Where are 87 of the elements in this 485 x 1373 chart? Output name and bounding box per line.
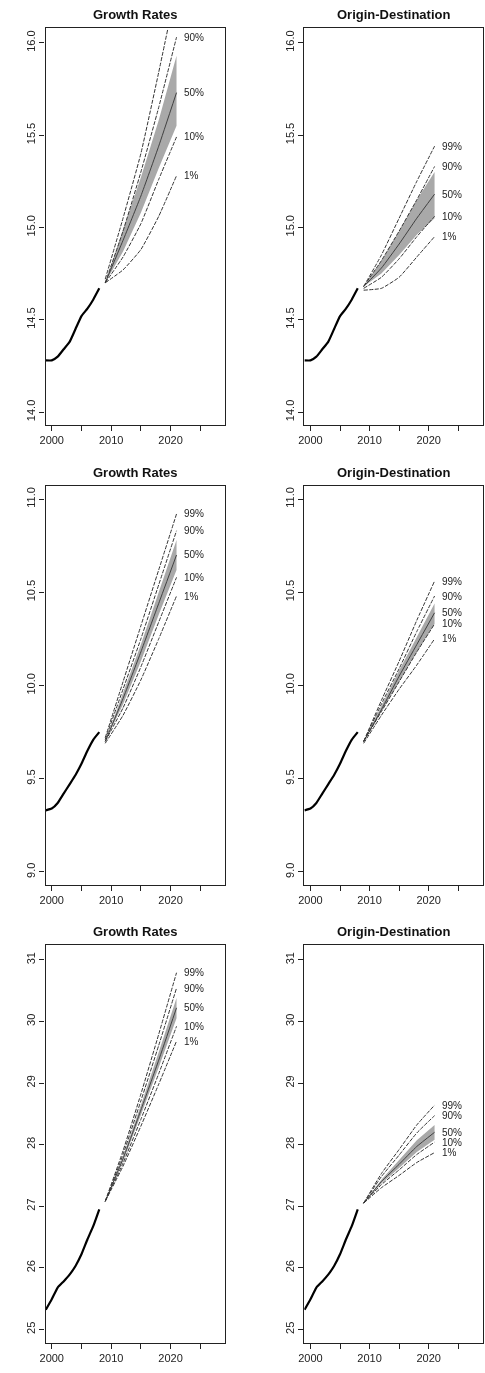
- series-label: 10%: [442, 618, 463, 629]
- y-tick-label: 29: [283, 1075, 296, 1088]
- y-tick-label: 29: [25, 1075, 38, 1088]
- series-label: 10%: [442, 211, 463, 222]
- y-tick-label: 31: [283, 952, 296, 965]
- y-tick-label: 9.0: [283, 862, 296, 878]
- series-label: 50%: [442, 1127, 463, 1138]
- y-tick-label: 15.0: [283, 215, 296, 237]
- series-label: 90%: [442, 161, 463, 172]
- y-tick-label: 11.0: [25, 487, 38, 508]
- x-tick-label: 2020: [416, 894, 441, 907]
- series-label: 90%: [184, 525, 205, 536]
- series-label: 1%: [442, 633, 457, 644]
- series-label: 1%: [442, 231, 457, 242]
- chart-title: Growth Rates: [93, 7, 178, 22]
- series-label: 10%: [184, 572, 205, 583]
- y-tick-label: 28: [25, 1136, 38, 1150]
- series-label: 1%: [184, 1036, 199, 1047]
- y-tick-label: 9.5: [25, 769, 38, 785]
- y-tick-label: 27: [283, 1198, 296, 1211]
- series-label: 1%: [442, 1147, 457, 1158]
- series-label: 90%: [184, 983, 205, 994]
- series-label: 90%: [442, 1110, 463, 1121]
- y-tick-label: 9.5: [283, 769, 296, 785]
- y-tick-label: 10.0: [25, 673, 38, 695]
- series-label: 99%: [442, 141, 463, 152]
- series-label: 90%: [184, 32, 205, 43]
- series-label: 99%: [184, 508, 205, 519]
- x-tick-label: 2010: [357, 894, 382, 907]
- x-tick-label: 2000: [298, 1352, 323, 1365]
- y-tick-label: 30: [25, 1013, 38, 1026]
- x-tick-label: 2010: [98, 894, 124, 907]
- series-label: 10%: [442, 1137, 463, 1148]
- x-tick-label: 2000: [298, 894, 323, 907]
- y-tick-label: 26: [25, 1260, 38, 1273]
- y-tick-label: 15.5: [25, 122, 38, 145]
- chart-title: Origin-Destination: [337, 924, 451, 939]
- y-tick-label: 14.0: [25, 399, 38, 422]
- y-tick-label: 10.0: [283, 673, 296, 695]
- y-tick-label: 28: [283, 1136, 296, 1150]
- y-tick-label: 25: [25, 1321, 38, 1334]
- x-tick-label: 2000: [39, 1352, 64, 1365]
- y-tick-label: 14.5: [25, 307, 38, 329]
- y-tick-label: 16.0: [25, 30, 38, 52]
- chart-title: Origin-Destination: [337, 7, 451, 22]
- series-label: 50%: [184, 1002, 205, 1013]
- series-label: 50%: [184, 549, 205, 560]
- y-tick-label: 26: [283, 1260, 296, 1273]
- series-label: 50%: [442, 189, 463, 200]
- series-label: 10%: [184, 131, 205, 142]
- y-tick-label: 15.0: [25, 215, 38, 237]
- y-tick-label: 16.0: [283, 30, 296, 52]
- series-label: 50%: [184, 87, 205, 98]
- x-tick-label: 2010: [357, 1352, 382, 1365]
- y-tick-label: 25: [283, 1321, 296, 1334]
- y-tick-label: 14.5: [283, 307, 296, 329]
- x-tick-label: 2020: [416, 434, 441, 447]
- y-tick-label: 11.0: [283, 487, 296, 508]
- series-label: 50%: [442, 607, 463, 618]
- y-tick-label: 31: [25, 952, 38, 965]
- x-tick-label: 2020: [158, 1352, 183, 1365]
- series-label: 99%: [442, 576, 463, 587]
- x-tick-label: 2010: [98, 1352, 124, 1365]
- chart-title: Growth Rates: [93, 924, 178, 939]
- y-tick-label: 10.5: [25, 579, 38, 602]
- y-tick-label: 9.0: [25, 862, 38, 878]
- series-label: 90%: [442, 591, 463, 602]
- y-tick-label: 14.0: [283, 399, 296, 422]
- x-tick-label: 2000: [39, 434, 64, 447]
- series-label: 1%: [184, 591, 199, 602]
- x-tick-label: 2020: [416, 1352, 441, 1365]
- series-label: 1%: [184, 170, 199, 181]
- x-tick-label: 2010: [357, 434, 382, 447]
- x-tick-label: 2000: [298, 434, 323, 447]
- series-label: 99%: [442, 1100, 463, 1111]
- y-tick-label: 27: [25, 1198, 38, 1211]
- series-label: 99%: [184, 967, 205, 978]
- x-tick-label: 2010: [98, 434, 124, 447]
- x-tick-label: 2020: [158, 434, 183, 447]
- x-tick-label: 2020: [158, 894, 183, 907]
- chart-title: Origin-Destination: [337, 465, 451, 480]
- y-tick-label: 10.5: [283, 579, 296, 602]
- x-tick-label: 2000: [39, 894, 64, 907]
- chart-title: Growth Rates: [93, 465, 178, 480]
- y-tick-label: 15.5: [283, 122, 296, 145]
- y-tick-label: 30: [283, 1013, 296, 1026]
- series-label: 10%: [184, 1021, 205, 1032]
